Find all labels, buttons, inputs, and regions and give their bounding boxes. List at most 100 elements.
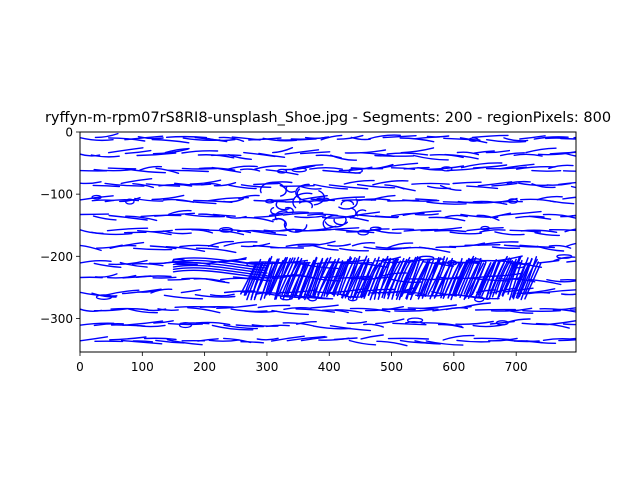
y-axis: 0 −100 −200 −300: [40, 126, 80, 326]
shoe-upper-stroke: [259, 181, 284, 194]
shoe-band-stroke: [450, 259, 468, 301]
y-tick-label: −200: [40, 250, 73, 264]
background-stroke: [194, 294, 236, 298]
background-stroke: [122, 320, 164, 326]
background-stroke: [502, 200, 523, 203]
background-stroke: [479, 229, 506, 233]
shoe-band-stroke: [377, 258, 397, 295]
background-stroke: [329, 154, 358, 161]
shoe-band-stroke: [416, 258, 431, 297]
background-stroke: [270, 198, 295, 202]
background-stroke: [375, 318, 405, 325]
x-tick-label: 400: [318, 360, 341, 374]
background-stroke: [179, 322, 210, 325]
shoe-band-stroke: [453, 257, 470, 296]
background-stroke: [152, 276, 177, 279]
background-stroke: [165, 135, 208, 139]
background-stroke: [391, 228, 415, 231]
background-stroke: [505, 318, 531, 324]
background-stroke: [569, 309, 576, 311]
background-loop: [124, 198, 135, 205]
background-stroke: [428, 216, 466, 222]
background-stroke: [437, 323, 464, 329]
background-stroke: [343, 179, 375, 185]
background-stroke: [136, 324, 166, 328]
shoe-band-stroke: [439, 257, 454, 296]
shoe-upper-stroke: [324, 217, 347, 228]
background-stroke: [395, 185, 416, 192]
shoe-band-stroke: [496, 259, 513, 300]
shoe-upper-stroke: [340, 199, 355, 206]
background-stroke: [476, 214, 500, 221]
background-stroke: [309, 167, 343, 170]
background-stroke: [124, 168, 166, 174]
background-stroke: [201, 182, 222, 186]
background-stroke: [80, 244, 102, 252]
background-stroke: [80, 259, 112, 264]
background-stroke: [205, 278, 230, 284]
shoe-band-stroke: [424, 257, 442, 297]
background-stroke: [363, 246, 403, 251]
background-stroke: [94, 273, 118, 278]
background-stroke: [562, 323, 576, 326]
shoe-band-stroke: [267, 259, 284, 295]
background-stroke: [394, 308, 435, 312]
background-stroke: [227, 165, 258, 170]
background-loop: [507, 198, 519, 204]
background-stroke: [179, 244, 219, 248]
background-stroke: [338, 166, 373, 172]
background-stroke: [197, 338, 219, 342]
background-stroke: [139, 165, 163, 171]
background-stroke: [466, 185, 499, 190]
background-stroke: [360, 334, 384, 340]
background-stroke: [533, 136, 569, 140]
background-stroke: [207, 240, 234, 247]
background-stroke: [131, 263, 164, 267]
background-stroke: [411, 182, 450, 185]
background-stroke: [213, 182, 237, 187]
shoe-band-stroke: [325, 258, 340, 295]
shoe-band-stroke: [377, 258, 392, 300]
background-stroke: [471, 134, 509, 139]
background-stroke: [254, 165, 287, 170]
shoe-band-stroke: [447, 257, 463, 299]
background-stroke: [489, 320, 515, 325]
background-loop: [265, 198, 275, 204]
background-stroke: [121, 241, 145, 247]
background-stroke: [241, 216, 274, 223]
background-stroke: [414, 340, 441, 345]
background-stroke: [258, 152, 286, 158]
background-stroke: [376, 340, 408, 347]
background-stroke: [227, 154, 252, 160]
background-stroke: [494, 231, 525, 236]
shoe-band-stroke: [502, 256, 521, 296]
background-stroke: [108, 214, 148, 221]
background-stroke: [137, 136, 164, 140]
shoe-band-stroke: [495, 258, 512, 295]
background-stroke: [168, 209, 192, 215]
background-stroke: [348, 339, 377, 346]
x-tick-label: 600: [442, 360, 465, 374]
background-stroke: [163, 294, 204, 300]
background-stroke: [561, 293, 576, 296]
background-stroke: [104, 182, 145, 187]
background-stroke: [238, 194, 260, 200]
background-stroke: [211, 154, 242, 157]
background-stroke: [249, 230, 287, 236]
background-stroke: [456, 151, 480, 156]
shoe-band-stroke: [352, 258, 370, 301]
background-stroke: [472, 164, 508, 169]
background-stroke: [560, 279, 576, 281]
background-stroke: [310, 198, 335, 202]
background-stroke: [448, 261, 480, 265]
background-stroke: [368, 134, 401, 140]
shoe-outline-stroke: [172, 262, 268, 272]
background-stroke: [253, 199, 287, 203]
background-stroke: [459, 137, 488, 144]
background-stroke: [488, 337, 518, 342]
background-stroke: [536, 245, 565, 252]
background-stroke: [363, 323, 384, 328]
background-stroke: [520, 229, 558, 233]
background-stroke: [240, 184, 272, 188]
shoe-band-stroke: [520, 256, 538, 301]
